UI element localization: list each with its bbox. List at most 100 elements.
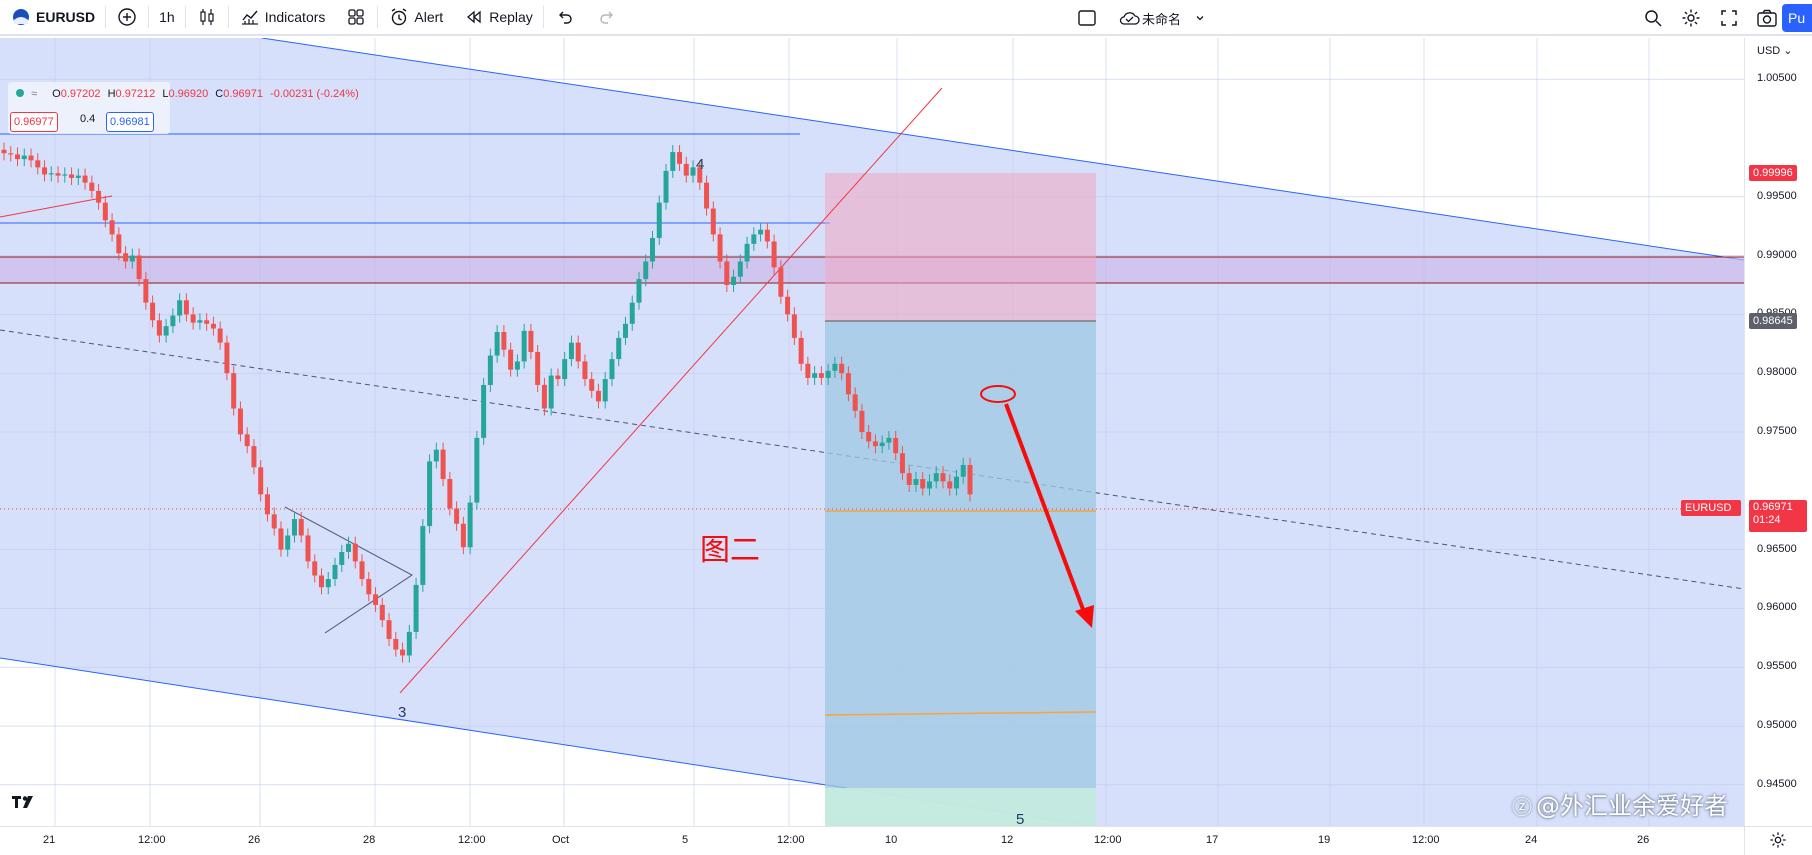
indicators-button[interactable]: Indicators — [229, 0, 336, 35]
candle-body — [555, 375, 561, 380]
price-axis[interactable]: USD ⌄ 1.005000.995000.990000.985000.9800… — [1681, 38, 1812, 826]
candle-body — [129, 255, 135, 262]
symbol-search[interactable]: EURUSD — [0, 0, 105, 35]
buy-price-box[interactable]: 0.96981 — [106, 112, 154, 132]
price-tick-label: 0.99000 — [1757, 248, 1797, 261]
channel-midline[interactable] — [0, 329, 1744, 590]
candle-body — [852, 394, 858, 411]
sell-price-box[interactable]: 0.96977 — [10, 112, 58, 132]
figure-label[interactable]: 图二 — [700, 533, 760, 568]
wave-5-label[interactable]: 5 — [1016, 811, 1024, 826]
candle-body — [48, 173, 54, 175]
layout-toggle-button[interactable] — [1066, 0, 1108, 36]
candle-body — [210, 323, 216, 329]
price-tick-label: 0.96500 — [1757, 542, 1797, 555]
candle-body — [595, 390, 601, 402]
snapshot-button[interactable] — [1748, 0, 1786, 36]
top-toolbar: EURUSD 1h Indicators — [0, 0, 1812, 36]
short-position-risk-zone[interactable] — [825, 173, 1096, 321]
chart-settings-gear-icon[interactable] — [1769, 831, 1787, 854]
trend-line-red[interactable] — [399, 87, 943, 694]
candle-body — [109, 220, 115, 235]
chart-type-button[interactable] — [186, 0, 228, 35]
candles — [1, 142, 973, 663]
alert-button[interactable]: Alert — [378, 0, 453, 35]
candle-body — [541, 384, 547, 409]
candle-body — [683, 163, 689, 176]
publish-button[interactable]: Pu — [1782, 4, 1812, 32]
candle-body — [629, 302, 635, 324]
layout-name-button[interactable]: 未命名 — [1108, 0, 1221, 36]
candle-body — [744, 243, 750, 262]
low-value: 0.96920 — [168, 88, 209, 100]
settings-button[interactable] — [1672, 0, 1710, 36]
red-arrow-line[interactable] — [1004, 403, 1089, 621]
wave-4-label[interactable]: 4 — [696, 156, 704, 173]
price-tick-label: 0.99500 — [1757, 189, 1797, 202]
candle-body — [947, 481, 953, 489]
toolbar-divider — [377, 6, 379, 28]
triangle-pattern[interactable] — [284, 506, 413, 634]
candle-body — [481, 384, 487, 438]
time-tick-label: 17 — [1206, 834, 1219, 846]
price-tick-label: 0.96000 — [1757, 601, 1797, 614]
last-price-tag: 0.96971 01:24 — [1749, 500, 1807, 532]
candle-body — [291, 519, 297, 536]
candle-body — [440, 449, 446, 480]
chart-pane[interactable]: 3 4 5 图二 ≈ O0.97202 H0.97212 L0.96920 C0… — [0, 38, 1744, 826]
candle-body — [508, 349, 514, 370]
chevron-down-icon: ⌄ — [1783, 45, 1793, 57]
candle-body — [406, 631, 412, 656]
redo-button[interactable] — [586, 0, 628, 35]
candle-body — [366, 579, 372, 595]
candle-body — [886, 437, 892, 443]
candle-body — [102, 202, 108, 221]
candle-body — [318, 575, 324, 588]
time-tick-label: 12 — [1001, 834, 1014, 846]
open-key: O — [52, 88, 61, 100]
candle-body — [346, 543, 352, 552]
candle-body — [501, 332, 507, 350]
candle-body — [258, 467, 264, 495]
candle-body — [373, 594, 379, 605]
candle-body — [764, 229, 770, 242]
candle-body — [602, 379, 608, 402]
short-position-target-zone[interactable] — [825, 321, 1096, 826]
candle-body — [69, 174, 75, 178]
candle-body — [589, 379, 595, 391]
search-icon — [1642, 7, 1664, 29]
red-ellipse-marker[interactable] — [980, 385, 1016, 403]
interval-button[interactable]: 1h — [149, 0, 185, 35]
watermark: ⓩ @外汇业余爱好者 — [1512, 786, 1728, 821]
fullscreen-button[interactable] — [1710, 0, 1748, 36]
candle-body — [825, 370, 831, 378]
chart-canvas[interactable]: 3 4 5 图二 — [0, 38, 1744, 826]
square-icon — [1076, 7, 1098, 29]
toolbar-divider — [105, 6, 107, 28]
price-tick-label: 0.95000 — [1757, 719, 1797, 732]
channel-upper-line[interactable] — [261, 38, 1744, 261]
undo-button[interactable] — [544, 0, 586, 35]
candle-body — [400, 649, 406, 656]
templates-button[interactable] — [335, 0, 377, 35]
candle-body — [899, 453, 905, 474]
candle-body — [190, 314, 196, 323]
candle-body — [616, 337, 622, 360]
time-tick-label: 12:00 — [458, 834, 486, 846]
candle-body — [906, 473, 912, 485]
candle-body — [156, 320, 162, 336]
compare-button[interactable] — [106, 0, 148, 35]
wave-3-label[interactable]: 3 — [398, 704, 406, 721]
candle-body — [224, 342, 230, 374]
wave-icon: ≈ — [31, 88, 38, 100]
chevron-down-icon — [1189, 7, 1211, 29]
search-button[interactable] — [1634, 0, 1672, 36]
candle-body — [967, 464, 973, 495]
trend-line-red-short[interactable] — [0, 195, 113, 218]
time-axis[interactable]: 21 12:00 26 28 12:00 Oct 5 12:00 10 12 12:00 17 19 12… — [0, 826, 1744, 855]
replay-button[interactable]: Replay — [453, 0, 543, 35]
watermark-text: @外汇业余爱好者 — [1536, 792, 1728, 820]
interval-label: 1h — [159, 9, 175, 25]
candle-body — [663, 170, 669, 203]
currency-dropdown[interactable]: USD ⌄ — [1757, 44, 1793, 57]
